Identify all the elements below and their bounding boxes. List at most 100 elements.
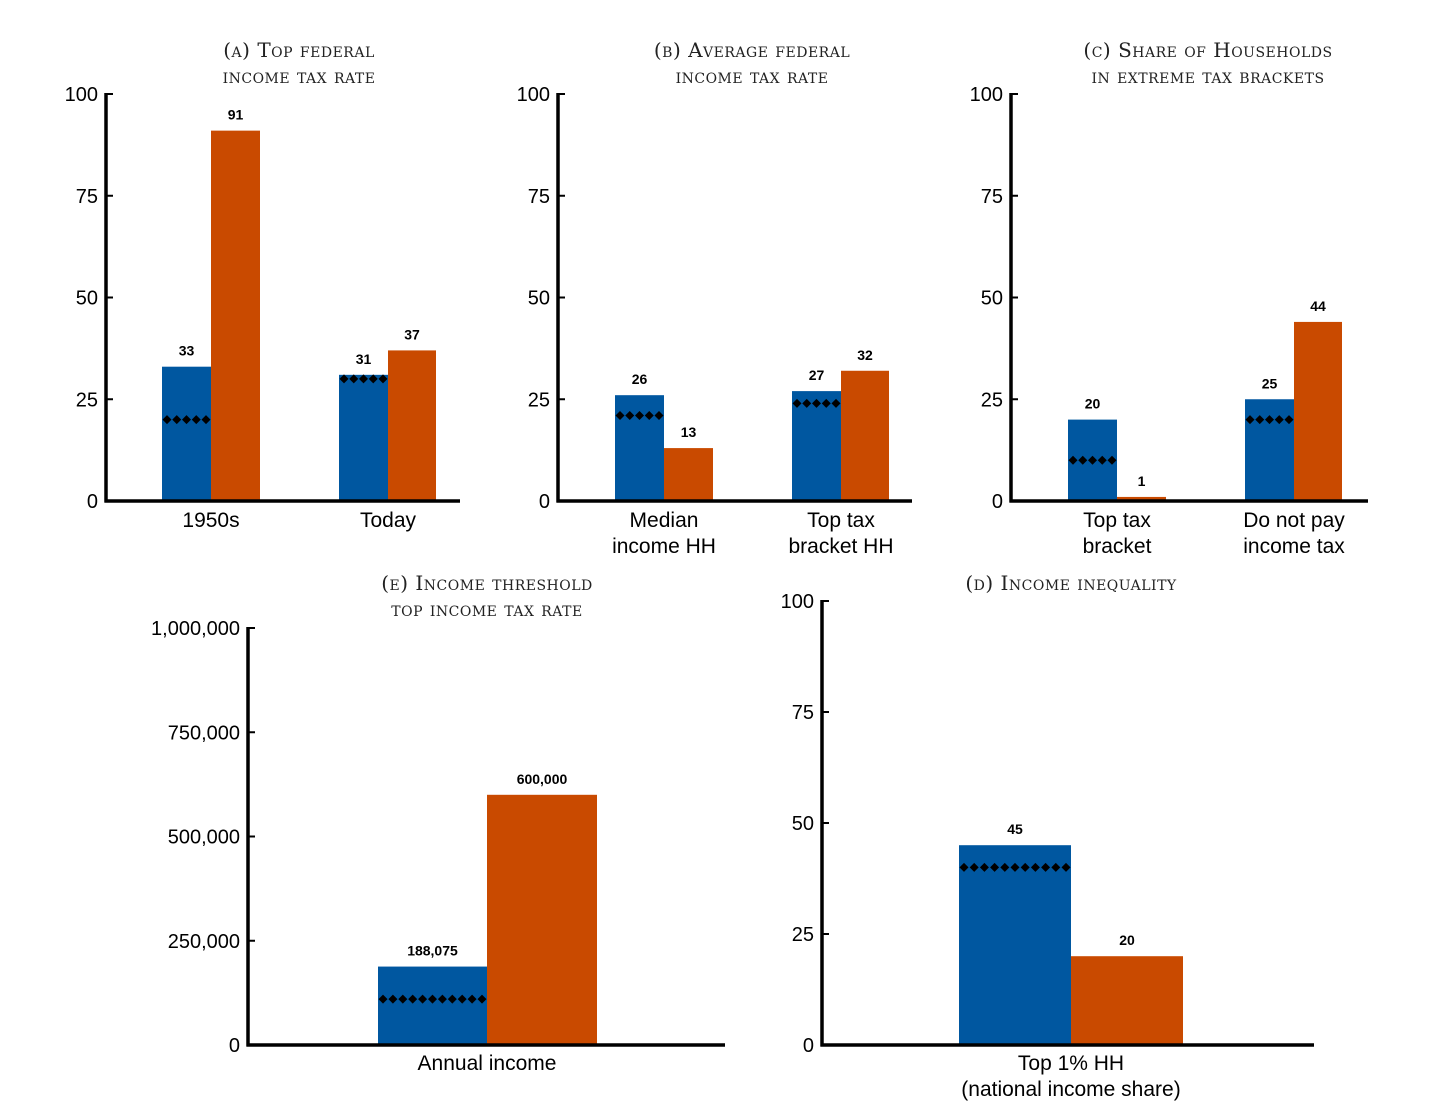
bar-blue: [339, 374, 388, 501]
reference-diamond: [821, 398, 831, 408]
reference-diamond: [1274, 415, 1284, 425]
bar-blue: [162, 366, 211, 501]
chart-title-line: (b) Average federal: [654, 38, 850, 62]
x-category-label: Top 1% HH: [1018, 1052, 1124, 1075]
reference-marker: [162, 415, 211, 425]
reference-diamond: [408, 994, 418, 1004]
bar-value-label: 13: [681, 424, 697, 440]
reference-diamond: [447, 994, 457, 1004]
reference-diamond: [349, 374, 359, 384]
bar-value-label: 600,000: [517, 771, 568, 787]
reference-marker: [959, 862, 1071, 872]
reference-diamond: [1020, 862, 1030, 872]
y-tick-label: 0: [803, 1035, 814, 1057]
reference-diamond: [457, 994, 467, 1004]
reference-diamond: [1051, 862, 1061, 872]
reference-diamond: [162, 415, 172, 425]
y-tick-label: 250,000: [168, 931, 240, 953]
reference-diamond: [1030, 862, 1040, 872]
bar-value-label: 1: [1138, 473, 1146, 489]
reference-diamond: [368, 374, 378, 384]
y-tick-label: 100: [517, 84, 550, 106]
reference-diamond: [1078, 455, 1088, 465]
x-category-label: bracket HH: [788, 535, 893, 558]
bar-value-label: 25: [1262, 375, 1278, 391]
bar-value-label: 188,075: [407, 943, 458, 959]
bar-orange: [211, 130, 260, 501]
chart-title-line: (c) Share of Households: [1083, 38, 1332, 62]
reference-diamond: [1107, 455, 1117, 465]
reference-marker: [378, 994, 487, 1004]
y-tick-label: 25: [981, 389, 1003, 411]
x-category-label: Annual income: [418, 1052, 557, 1075]
reference-marker: [339, 374, 388, 384]
reference-diamond: [359, 374, 368, 384]
chart-title-line: (e) Income threshold: [381, 571, 593, 595]
reference-diamond: [1041, 862, 1051, 872]
chart-panel-d: (d) Income inequality 0 25 50 75 100 45 20 Top 1…: [781, 571, 1314, 1101]
reference-diamond: [477, 994, 487, 1004]
y-tick-label: 1,000,000: [151, 618, 240, 640]
x-category-label: Top tax: [1083, 509, 1151, 532]
reference-diamond: [1265, 415, 1274, 425]
reference-diamond: [339, 374, 349, 384]
reference-diamond: [1088, 455, 1097, 465]
x-category-label: bracket: [1083, 535, 1152, 558]
reference-diamond: [398, 994, 408, 1004]
reference-diamond: [1061, 862, 1071, 872]
bar-value-label: 37: [404, 326, 420, 342]
reference-diamond: [1010, 862, 1020, 872]
reference-diamond: [644, 411, 654, 421]
reference-diamond: [201, 415, 211, 425]
reference-diamond: [467, 994, 477, 1004]
reference-diamond: [1284, 415, 1294, 425]
bar-value-label: 26: [632, 371, 648, 387]
reference-diamond: [802, 398, 812, 408]
reference-diamond: [172, 415, 182, 425]
bar-orange: [664, 448, 713, 501]
bar-orange: [1294, 321, 1342, 501]
bar-orange: [487, 794, 597, 1045]
y-tick-label: 100: [781, 591, 814, 613]
reference-diamond: [990, 862, 1000, 872]
y-tick-label: 75: [792, 702, 814, 724]
chart-title-line: income tax rate: [223, 64, 376, 88]
y-tick-label: 0: [539, 491, 550, 513]
bar-value-label: 27: [809, 367, 825, 383]
y-tick-label: 75: [76, 186, 98, 208]
y-tick-label: 25: [792, 924, 814, 946]
chart-title-line: (a) Top federal: [223, 38, 375, 62]
bar-blue: [792, 391, 841, 501]
y-tick-label: 50: [792, 813, 814, 835]
reference-diamond: [1000, 862, 1010, 872]
reference-diamond: [654, 411, 664, 421]
reference-marker: [792, 398, 841, 408]
y-tick-label: 750,000: [168, 722, 240, 744]
chart-title-line: (d) Income inequality: [965, 571, 1177, 595]
reference-diamond: [1245, 415, 1255, 425]
x-category-label: income tax: [1243, 535, 1345, 558]
reference-marker: [615, 411, 664, 421]
y-tick-label: 100: [970, 84, 1003, 106]
x-category-label: Today: [360, 509, 417, 532]
bar-orange: [1117, 496, 1166, 501]
x-category-label: Do not pay: [1243, 509, 1345, 532]
bar-value-label: 32: [857, 347, 873, 363]
reference-diamond: [1068, 455, 1078, 465]
bar-value-label: 31: [356, 351, 372, 367]
reference-diamond: [437, 994, 447, 1004]
reference-diamond: [191, 415, 201, 425]
reference-diamond: [1255, 415, 1265, 425]
reference-diamond: [418, 994, 428, 1004]
y-tick-label: 100: [65, 84, 98, 106]
reference-diamond: [615, 411, 625, 421]
reference-diamond: [792, 398, 802, 408]
y-tick-label: 75: [528, 186, 550, 208]
bar-value-label: 91: [228, 107, 244, 123]
bar-value-label: 33: [179, 343, 195, 359]
y-tick-label: 0: [992, 491, 1003, 513]
reference-diamond: [1097, 455, 1107, 465]
